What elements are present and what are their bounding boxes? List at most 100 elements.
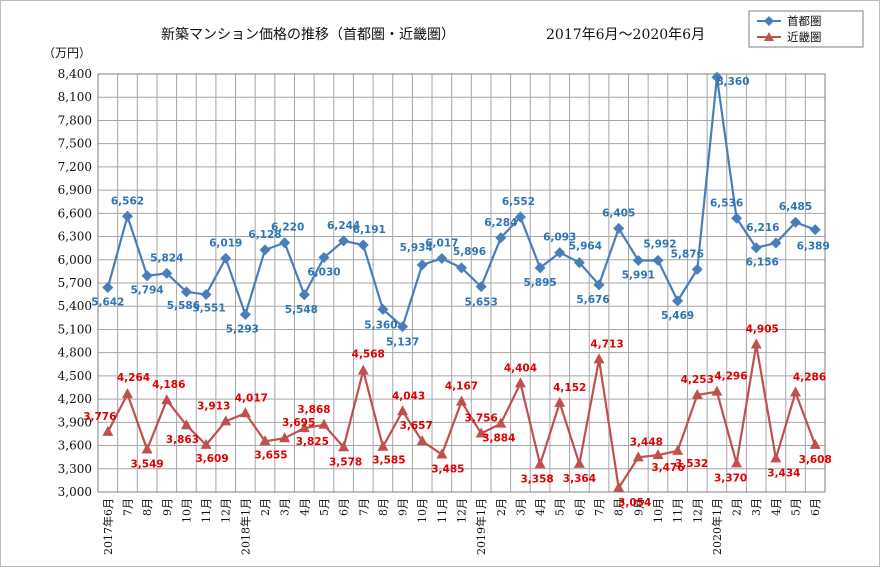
- y-tick-label: 6,000: [58, 253, 92, 267]
- series-1-data-label: 5,642: [91, 296, 124, 308]
- series-2-point: [475, 427, 487, 438]
- series-1-data-label: 5,548: [285, 304, 318, 316]
- x-tick-label: 2月: [259, 498, 272, 516]
- series-2-data-label: 4,296: [714, 371, 747, 383]
- legend-marker-series-2: [764, 32, 774, 41]
- series-1-point: [495, 232, 507, 244]
- series-1-point: [436, 252, 448, 264]
- series-1-data-label: 5,137: [386, 337, 419, 349]
- series-2-point: [200, 438, 212, 449]
- series-2-point: [691, 389, 703, 400]
- y-tick-label: 3,300: [58, 462, 92, 476]
- series-1-point: [593, 279, 605, 291]
- series-2-data-label: 4,404: [504, 362, 537, 374]
- chart-subtitle: 2017年6月～2020年6月: [546, 27, 705, 43]
- series-2-data-label: 4,253: [681, 374, 714, 386]
- series-2-data-label: 3,549: [131, 459, 164, 471]
- series-1-point: [475, 281, 487, 293]
- series-2-data-label: 4,286: [793, 371, 826, 383]
- series-2-data-label: 3,608: [799, 454, 832, 466]
- series-2-point: [809, 438, 821, 449]
- series-2-point: [397, 405, 409, 416]
- series-1-data-label: 5,653: [465, 297, 498, 309]
- x-tick-label: 10月: [652, 498, 665, 523]
- series-2-data-label: 3,476: [651, 462, 684, 474]
- series-1-data-label: 6,093: [543, 232, 576, 244]
- series-2-point: [790, 386, 802, 397]
- series-2-data-label: 3,054: [618, 497, 651, 509]
- series-2-point: [318, 418, 330, 429]
- series-2-data-label: 4,017: [235, 392, 268, 404]
- series-2-point: [632, 451, 644, 462]
- x-tick-label: 3月: [514, 498, 527, 516]
- series-2-data-label: 3,884: [482, 433, 515, 445]
- series-2-data-label: 3,532: [675, 458, 708, 470]
- x-tick-label: 9月: [161, 498, 174, 516]
- series-1-data-label: 6,216: [746, 222, 779, 234]
- x-tick-label: 7月: [121, 498, 134, 516]
- plot-area-border: [97, 73, 826, 493]
- x-tick-label: 12月: [456, 498, 469, 523]
- series-2-data-label: 4,167: [445, 381, 478, 393]
- series-1-data-label: 6,191: [353, 224, 386, 236]
- y-tick-label: 3,900: [58, 415, 92, 429]
- x-tick-label: 7月: [357, 498, 370, 516]
- x-tick-label: 8月: [141, 498, 154, 516]
- x-tick-label: 2020年1月: [710, 498, 724, 555]
- series-2-point: [613, 481, 625, 492]
- series-1-data-label: 5,876: [671, 248, 704, 260]
- y-tick-label: 3,000: [58, 485, 92, 499]
- series-2-data-label: 3,485: [431, 463, 464, 475]
- series-1-point: [318, 251, 330, 263]
- x-tick-label: 5月: [318, 498, 331, 516]
- y-tick-label: 4,500: [58, 369, 92, 383]
- y-tick-label: 4,200: [58, 392, 92, 406]
- x-tick-label: 4月: [534, 498, 547, 516]
- series-2-data-label: 3,585: [372, 455, 405, 467]
- series-2-point: [338, 441, 350, 452]
- series-2-data-label: 4,043: [392, 390, 425, 402]
- x-tick-label: 11月: [672, 498, 685, 523]
- series-2-point: [711, 385, 723, 396]
- x-tick-label: 9月: [632, 498, 645, 516]
- x-axis-ticks: 2017年6月 7月 8月 9月 10月 11月 12月 2018年1月 2月 3月 4月 5月 6月 7…: [101, 498, 822, 555]
- series-2-point: [750, 338, 762, 349]
- series-2-data-label: 3,776: [83, 411, 116, 423]
- series-1-data-label: 5,293: [226, 324, 259, 336]
- x-tick-label: 6月: [809, 498, 822, 516]
- series-2-data-label: 3,913: [197, 400, 230, 412]
- x-tick-label: 12月: [220, 498, 233, 523]
- series-1-data-label: 8,360: [716, 76, 749, 88]
- series-2-data-label: 4,152: [553, 382, 586, 394]
- x-tick-label: 11月: [436, 498, 449, 523]
- series-2-point: [514, 377, 526, 388]
- series-1-point: [180, 286, 192, 298]
- y-tick-label: 6,300: [58, 230, 92, 244]
- series-2-data-label: 3,657: [400, 420, 433, 432]
- series-1-point: [750, 242, 762, 254]
- series-2-point: [593, 353, 605, 364]
- legend-label-series-2: 近畿圏: [787, 30, 822, 44]
- series-1-data-label: 5,964: [569, 241, 602, 253]
- x-tick-label: 3月: [279, 498, 292, 516]
- y-tick-label: 8,400: [58, 67, 92, 81]
- x-tick-label: 11月: [200, 498, 213, 523]
- series-2-point: [534, 458, 546, 469]
- legend-marker-series-1: [764, 16, 774, 26]
- series-2-point: [357, 364, 369, 375]
- series-2-point: [554, 396, 566, 407]
- series-1-point: [298, 289, 310, 301]
- series-1-data-label: 5,991: [622, 269, 655, 281]
- x-tick-label: 9月: [397, 498, 410, 516]
- y-tick-label: 5,700: [58, 276, 92, 290]
- series-2-data-label: 4,568: [352, 349, 385, 361]
- x-tick-label: 2017年6月: [101, 498, 115, 555]
- series-1-point: [613, 222, 625, 234]
- x-tick-label: 6月: [338, 498, 351, 516]
- series-markers: [102, 71, 821, 492]
- series-2-point: [416, 435, 428, 446]
- series-2-point: [456, 395, 467, 406]
- series-2-data-label: 3,578: [329, 456, 362, 468]
